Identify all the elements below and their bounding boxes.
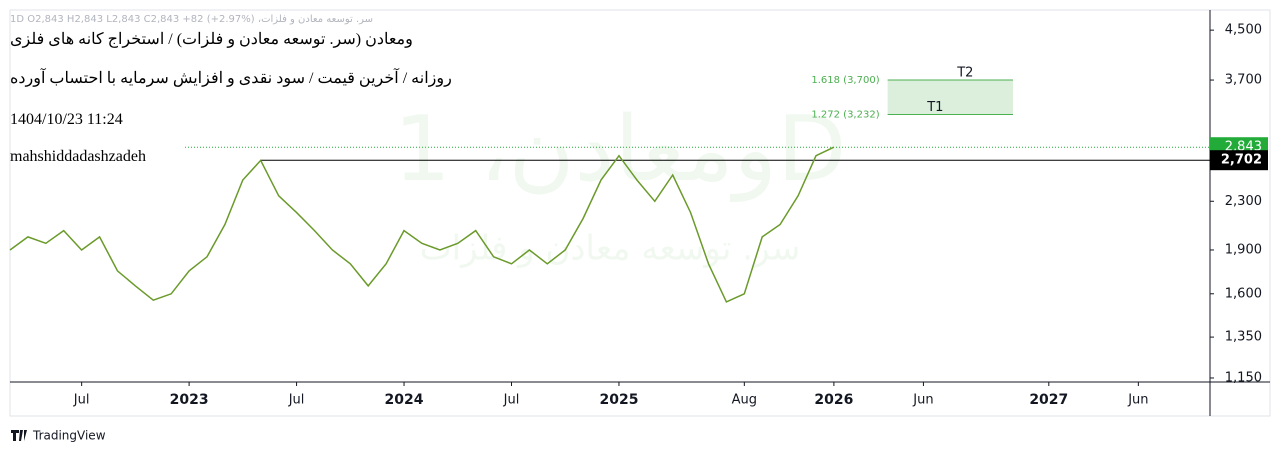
author: mahshiddadashzadeh: [10, 148, 146, 165]
y-tick-label: 1,350: [1225, 330, 1262, 345]
watermark-sub: سر. توسعه معادن و فلزات: [420, 229, 801, 269]
watermark: ومعادن، 1D: [394, 97, 847, 203]
y-tick-label: 1,150: [1225, 370, 1262, 385]
target-zone: [887, 80, 1013, 115]
x-tick-label: 2027: [1029, 392, 1068, 408]
y-tick-label: 1,900: [1225, 242, 1262, 257]
ohlc-line: سر. توسعه معادن و فلزات، 1D O2,843 H2,84…: [10, 14, 374, 25]
brand: TradingView: [32, 429, 106, 443]
x-tick-label: 2023: [170, 392, 209, 408]
y-tick-label: 3,700: [1225, 73, 1262, 88]
y-tick-label: 4,500: [1225, 23, 1262, 38]
x-tick-label: 2025: [599, 392, 638, 408]
title: ومعادن (سر. توسعه معادن و فلزات) / استخر…: [10, 31, 413, 48]
x-tick-label: Aug: [732, 393, 757, 408]
x-tick-label: 2026: [814, 392, 853, 408]
x-tick-label: Jul: [288, 393, 305, 408]
x-tick-label: Jul: [73, 393, 90, 408]
reference-label: 2,702: [1221, 153, 1262, 168]
x-tick-label: 2024: [385, 392, 424, 408]
target-name: T1: [926, 100, 943, 115]
target-label: 1.272 (3,232): [811, 110, 879, 121]
price-line: [9, 146, 835, 303]
timestamp: 1404/10/23 11:24: [10, 111, 123, 128]
x-tick-label: Jun: [912, 393, 933, 408]
target-name: T2: [956, 66, 973, 81]
subtitle: روزانه / آخرین قیمت / سود نقدی و افزایش …: [10, 70, 452, 87]
y-tick-label: 2,300: [1225, 194, 1262, 209]
x-tick-label: Jul: [503, 393, 520, 408]
brand-logo: [11, 430, 27, 441]
y-tick-label: 1,600: [1225, 286, 1262, 301]
target-label: 1.618 (3,700): [811, 75, 879, 86]
frame: [9, 9, 1271, 417]
x-tick-label: Jun: [1127, 393, 1148, 408]
reference-box: [1210, 150, 1268, 171]
